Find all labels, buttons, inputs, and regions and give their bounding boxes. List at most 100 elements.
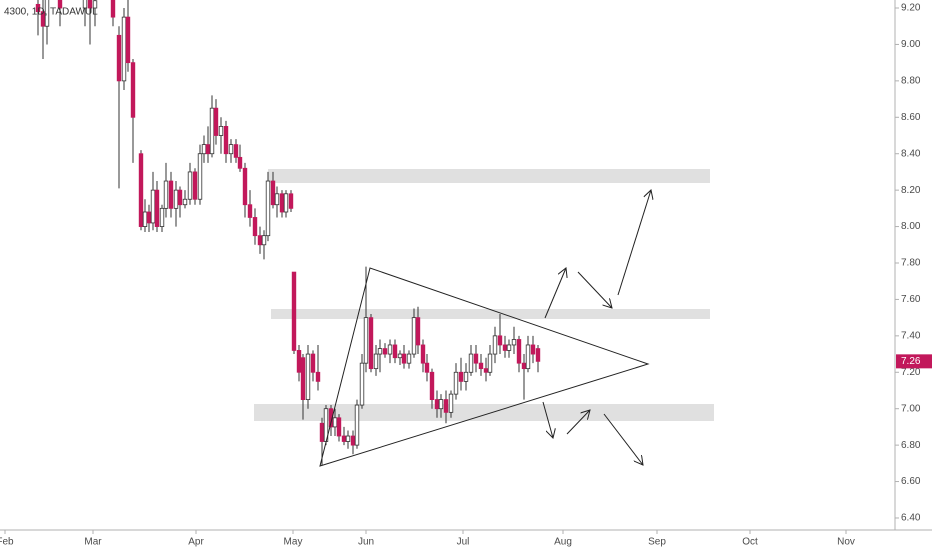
- y-tick-label: 7.00: [901, 403, 921, 414]
- breakout-zone: [271, 309, 710, 319]
- candle-body: [159, 207, 165, 227]
- candle-body: [458, 371, 464, 382]
- candle-body: [478, 362, 484, 370]
- candle-body: [382, 348, 388, 355]
- candle-body: [438, 399, 444, 410]
- candle-body: [310, 353, 316, 373]
- y-tick-label: 7.60: [901, 294, 921, 305]
- candle-body: [516, 339, 522, 364]
- candle-body: [300, 357, 306, 400]
- x-tick-label: May: [284, 537, 303, 548]
- y-tick-label: 7.40: [901, 330, 921, 341]
- candle-body: [415, 317, 421, 346]
- last-price-box: [896, 354, 932, 369]
- candle-body: [228, 144, 234, 155]
- y-tick-label: 6.80: [901, 440, 921, 451]
- candle-body: [247, 204, 253, 218]
- candle-body: [429, 371, 435, 400]
- candle-body: [511, 339, 517, 346]
- candle-body: [209, 107, 215, 155]
- candle-body: [401, 353, 407, 364]
- x-tick-label: Jul: [457, 537, 470, 548]
- candle-body: [279, 193, 285, 213]
- candle-body: [411, 317, 417, 355]
- candle-body: [92, 0, 98, 9]
- y-tick-label: 9.00: [901, 39, 921, 50]
- y-tick-label: 8.00: [901, 221, 921, 232]
- candle-body: [341, 435, 347, 442]
- candle-body: [82, 0, 88, 9]
- drawings: [319, 190, 651, 467]
- candle-body: [487, 353, 493, 373]
- candle-body: [197, 153, 203, 200]
- arrow: [542, 401, 553, 438]
- y-tick-label: 7.80: [901, 258, 921, 269]
- candle-body: [420, 344, 426, 364]
- y-tick-label: 6.40: [901, 513, 921, 524]
- price-axis-bg: [895, 0, 932, 550]
- y-tick-label: 9.20: [901, 3, 921, 14]
- y-tick-label: 6.60: [901, 476, 921, 487]
- candle-body: [315, 371, 321, 382]
- candle-body: [506, 344, 512, 351]
- candle-body: [296, 350, 302, 373]
- candle-body: [497, 335, 503, 346]
- candle-body: [35, 3, 41, 13]
- candles: [35, 0, 541, 466]
- x-tick-label: Nov: [837, 537, 855, 548]
- candle-body: [252, 217, 258, 237]
- candle-body: [116, 34, 122, 82]
- candle-body: [173, 189, 179, 209]
- candle-body: [142, 211, 148, 227]
- y-tick-label: 8.60: [901, 112, 921, 123]
- candle-body: [168, 180, 174, 209]
- candle-body: [130, 62, 136, 118]
- candle-body: [368, 317, 374, 370]
- candle-body: [265, 180, 271, 237]
- candle-body: [468, 353, 474, 373]
- candle-body: [270, 180, 276, 206]
- axes: 6.40 6.60 6.80 7.00 7.20 7.40 7.60 7.80 8.00 8.20…: [0, 3, 932, 548]
- arrow: [617, 190, 651, 296]
- last-price-label: 7.26: [901, 356, 921, 367]
- candle-body: [110, 0, 116, 18]
- candle-body: [525, 344, 531, 370]
- chart-title: 4300, 1D, TADAWUL: [4, 7, 98, 18]
- resistance-zone: [268, 169, 710, 183]
- x-tick-label: Jun: [358, 537, 374, 548]
- candle-body: [424, 362, 430, 373]
- time-axis-bg: [0, 530, 932, 550]
- candle-body: [223, 125, 229, 155]
- x-tick-label: Mar: [84, 537, 102, 548]
- candle-body: [443, 399, 449, 413]
- y-tick-label: 8.20: [901, 185, 921, 196]
- x-tick-label: Apr: [188, 537, 204, 548]
- arrow: [603, 413, 643, 465]
- candle-body: [146, 211, 152, 224]
- arrow: [544, 268, 566, 319]
- candle-body: [154, 189, 160, 227]
- x-tick-label: Sep: [648, 537, 666, 548]
- candle-body: [213, 107, 219, 136]
- arrow: [566, 410, 590, 435]
- candle-body: [373, 353, 379, 370]
- candle-body: [261, 235, 267, 246]
- candle-body: [473, 353, 479, 364]
- support-zone: [254, 404, 714, 421]
- candle-body: [233, 144, 239, 158]
- candle-body: [192, 171, 198, 200]
- candle-body: [218, 125, 224, 136]
- candle-body: [336, 417, 342, 437]
- candle-body: [397, 353, 403, 359]
- candle-body: [201, 144, 207, 155]
- candle-body: [350, 435, 356, 446]
- candle-body: [182, 198, 188, 206]
- candle-body: [177, 189, 183, 206]
- triangle: [319, 267, 650, 467]
- candle-body: [363, 317, 369, 364]
- candle-body: [291, 271, 297, 351]
- y-tick-label: 8.80: [901, 76, 921, 87]
- candle-body: [40, 11, 46, 27]
- x-tick-label: Aug: [554, 537, 572, 548]
